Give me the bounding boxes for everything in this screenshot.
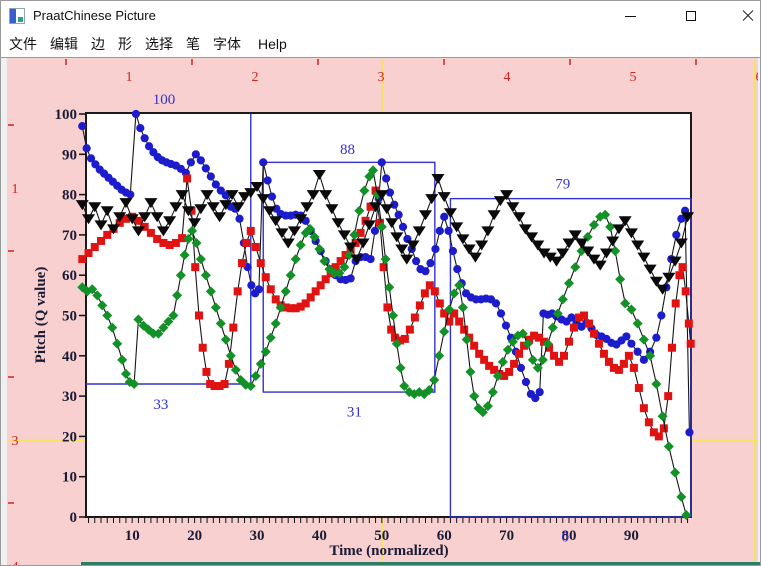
svg-text:4: 4 — [12, 560, 19, 566]
svg-text:10: 10 — [125, 528, 140, 544]
menu-item-2[interactable]: 编辑 — [50, 36, 78, 52]
svg-text:40: 40 — [62, 349, 77, 365]
svg-text:100: 100 — [153, 92, 176, 108]
svg-text:10: 10 — [62, 470, 77, 486]
svg-text:20: 20 — [62, 429, 77, 445]
rulers: 1 2 3 4 5 6 1 3 4 — [8, 59, 759, 566]
menu-bar: 文件 编辑边形选择笔字体 Help — [1, 31, 760, 56]
svg-text:Pitch (Q value): Pitch (Q value) — [33, 267, 49, 364]
svg-text:60: 60 — [437, 528, 452, 544]
svg-text:3: 3 — [378, 70, 385, 85]
svg-text:30: 30 — [62, 389, 77, 405]
svg-text:Time (normalized): Time (normalized) — [329, 543, 448, 559]
svg-text:79: 79 — [555, 176, 570, 192]
menu-item-3[interactable]: 边 — [91, 36, 105, 52]
series-green-diamonds — [77, 165, 692, 520]
svg-text:90: 90 — [62, 147, 77, 163]
svg-text:90: 90 — [624, 528, 639, 544]
svg-text:88: 88 — [340, 142, 355, 158]
picture-canvas-background: 1 2 3 4 5 6 1 3 4 10 20 30 40 50 60 70 80 90 0 10 20 30 40 50 60… — [7, 58, 758, 566]
svg-text:31: 31 — [347, 404, 362, 420]
maximize-button[interactable] — [668, 1, 713, 31]
interval-annotations: 100 33 88 31 79 0 — [86, 92, 692, 545]
series-blue-circles — [78, 109, 694, 437]
close-icon — [742, 10, 754, 22]
svg-text:20: 20 — [187, 528, 202, 544]
maximize-icon — [685, 11, 696, 21]
svg-text:80: 80 — [562, 528, 577, 544]
svg-text:70: 70 — [499, 528, 514, 544]
svg-text:50: 50 — [62, 309, 77, 325]
window-title: PraatChinese Picture — [33, 8, 156, 23]
canvas-area: 1 2 3 4 5 6 1 3 4 10 20 30 40 50 60 70 80 90 0 10 20 30 40 50 60… — [1, 57, 760, 566]
menu-item-help[interactable]: Help — [258, 36, 287, 52]
menu-item-5[interactable]: 选择 — [145, 36, 173, 52]
picture-canvas[interactable]: 1 2 3 4 5 6 1 3 4 10 20 30 40 50 60 70 80 90 0 10 20 30 40 50 60… — [7, 58, 758, 566]
menu-item-6[interactable]: 笔 — [186, 36, 200, 52]
svg-text:3: 3 — [12, 434, 19, 449]
svg-text:1: 1 — [126, 70, 133, 85]
svg-text:0: 0 — [70, 510, 78, 526]
series-black-triangles — [75, 169, 695, 295]
title-bar[interactable]: PraatChinese Picture — [1, 1, 760, 31]
svg-text:50: 50 — [374, 528, 389, 544]
svg-text:4: 4 — [504, 70, 511, 85]
menu-item-1[interactable]: 文件 — [9, 36, 37, 52]
svg-text:0: 0 — [562, 529, 570, 545]
svg-text:33: 33 — [153, 397, 168, 413]
svg-text:2: 2 — [252, 70, 259, 85]
svg-text:100: 100 — [55, 107, 78, 123]
svg-text:80: 80 — [62, 188, 77, 204]
app-icon — [9, 8, 25, 24]
menu-item-7[interactable]: 字体 — [213, 36, 241, 52]
close-button[interactable] — [725, 1, 760, 31]
minimize-icon — [625, 15, 636, 17]
axes: 10 20 30 40 50 60 70 80 90 0 10 20 30 40 50 60 70 80 90 100… — [33, 107, 689, 559]
minimize-button[interactable] — [608, 1, 653, 31]
svg-text:60: 60 — [62, 268, 77, 284]
series-red-squares — [78, 174, 695, 441]
svg-text:40: 40 — [312, 528, 327, 544]
svg-text:6: 6 — [756, 70, 759, 85]
menu-item-4[interactable]: 形 — [118, 36, 132, 52]
svg-text:70: 70 — [62, 228, 77, 244]
svg-text:30: 30 — [250, 528, 265, 544]
taskbar-edge — [81, 562, 760, 565]
svg-text:1: 1 — [12, 182, 19, 197]
svg-text:5: 5 — [630, 70, 637, 85]
